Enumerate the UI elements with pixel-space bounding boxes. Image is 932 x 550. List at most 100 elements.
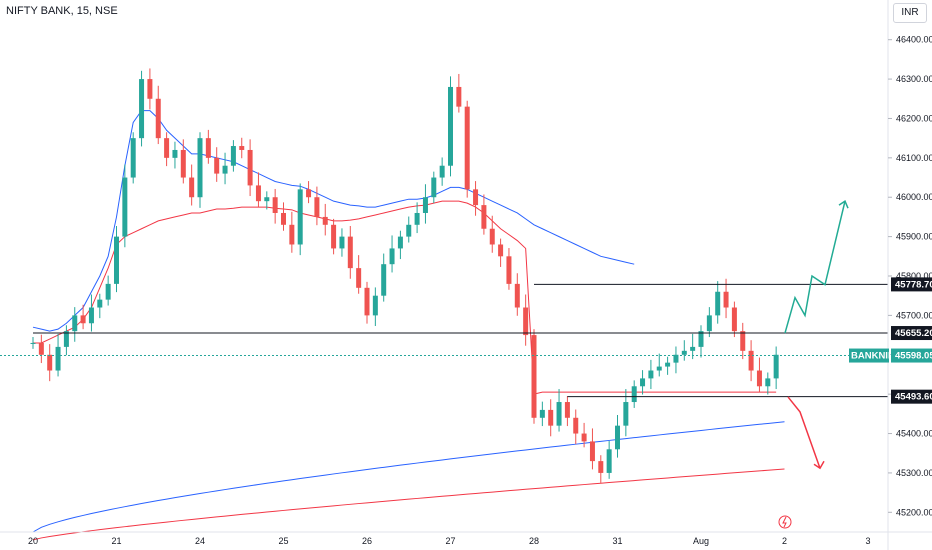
indicator-lines [32,110,785,541]
candle-body [230,146,236,166]
candle-body [47,354,53,371]
candle-body [539,409,545,418]
arrow-up-head [838,200,849,209]
candle-body [581,433,587,442]
symbol-tag-label: BANKNIFTY [851,351,907,362]
candle-body [715,291,721,316]
candle-body [247,149,253,186]
price-tag-bg [891,326,932,341]
currency-button[interactable]: INR [893,3,927,23]
candle-body [489,228,495,245]
price-tag-label: 45778.70 [895,279,932,290]
candle-body [289,224,295,245]
candle-body [55,346,61,371]
candle-body [264,197,270,202]
candle-body [548,409,554,426]
candle-body [481,205,487,229]
x-tick-label: 21 [111,536,121,546]
arrow-down-head [813,460,825,470]
candle-body [606,449,612,473]
x-tick-label: 2 [782,536,787,546]
candle-body [281,212,286,225]
candle-body [598,461,604,473]
y-tick-label: 46100.00 [896,153,932,163]
candle-body [239,146,245,150]
lightning-icon[interactable] [778,515,792,529]
candle-body [523,307,529,336]
candle-body [406,224,412,237]
price-tag-label: 45598.05 [895,351,932,362]
candle-body [88,307,94,324]
price-tag-label: 45655.20 [895,328,932,339]
candle-body [748,350,754,371]
candle-body [456,86,462,107]
projection-up-line [784,200,846,334]
candle-body [97,299,103,308]
candle-body [222,165,228,174]
candle-body [381,264,387,296]
candle-body [63,331,69,347]
projection-down-line [787,396,821,469]
ema-red-line [33,200,777,395]
candle-body [189,177,195,198]
x-axis: 20 21 24 25 26 27 28 31 Aug 2 3 [0,531,932,546]
y-axis: 45200.0045300.0045400.0045500.0045600.00… [887,0,932,550]
price-tag-bg [891,277,932,292]
candle-body [164,138,170,158]
candle-body [314,197,320,217]
symbol-tag-bg [849,348,889,363]
candle-body [356,268,362,288]
candle-body [306,189,312,198]
candle-body [498,244,504,257]
candle-body [514,283,520,308]
candle-body [322,216,328,225]
candle-body [364,287,370,316]
price-tag-bg [891,348,932,363]
candle-body [105,283,111,300]
candle-body [673,354,679,363]
x-tick-label: 31 [612,536,622,546]
y-tick-label: 45300.00 [896,468,932,478]
x-tick-label: 27 [445,536,455,546]
candle-body [665,362,671,367]
candle-body [740,331,746,351]
candle-body [464,106,470,190]
price-tag-bg [891,389,932,404]
candle-body [147,79,153,99]
candle-body [72,315,78,332]
candle-body [648,370,654,379]
candle-body [564,402,570,418]
ema-blue-line [32,110,635,332]
candle-body [631,386,637,403]
candle-body [573,417,579,434]
y-tick-label: 45200.00 [896,507,932,517]
candle-body [38,342,44,355]
y-tick-label: 46300.00 [896,74,932,84]
y-tick-label: 46400.00 [896,35,932,45]
candle-body [80,315,86,324]
y-tick-label: 46000.00 [896,192,932,202]
candle-body [272,197,278,213]
candle-body [122,177,128,237]
x-tick-label: 26 [362,536,372,546]
candle-body [556,402,562,426]
candle-body [331,224,337,249]
candle-body [531,335,537,418]
candle-body [765,378,771,387]
x-tick-label: 3 [865,536,870,546]
y-tick-label: 46200.00 [896,113,932,123]
y-tick-label: 45800.00 [896,271,932,281]
candle-body [347,236,353,269]
candle-body [623,402,629,426]
candle-body [422,197,428,213]
candle-body [114,236,119,284]
y-tick-label: 45900.00 [896,232,932,242]
candle-body [640,378,646,387]
candle-body [214,157,220,174]
candle-body [397,236,403,249]
candles [30,68,779,484]
candle-body [297,189,303,245]
candle-body [589,441,595,462]
